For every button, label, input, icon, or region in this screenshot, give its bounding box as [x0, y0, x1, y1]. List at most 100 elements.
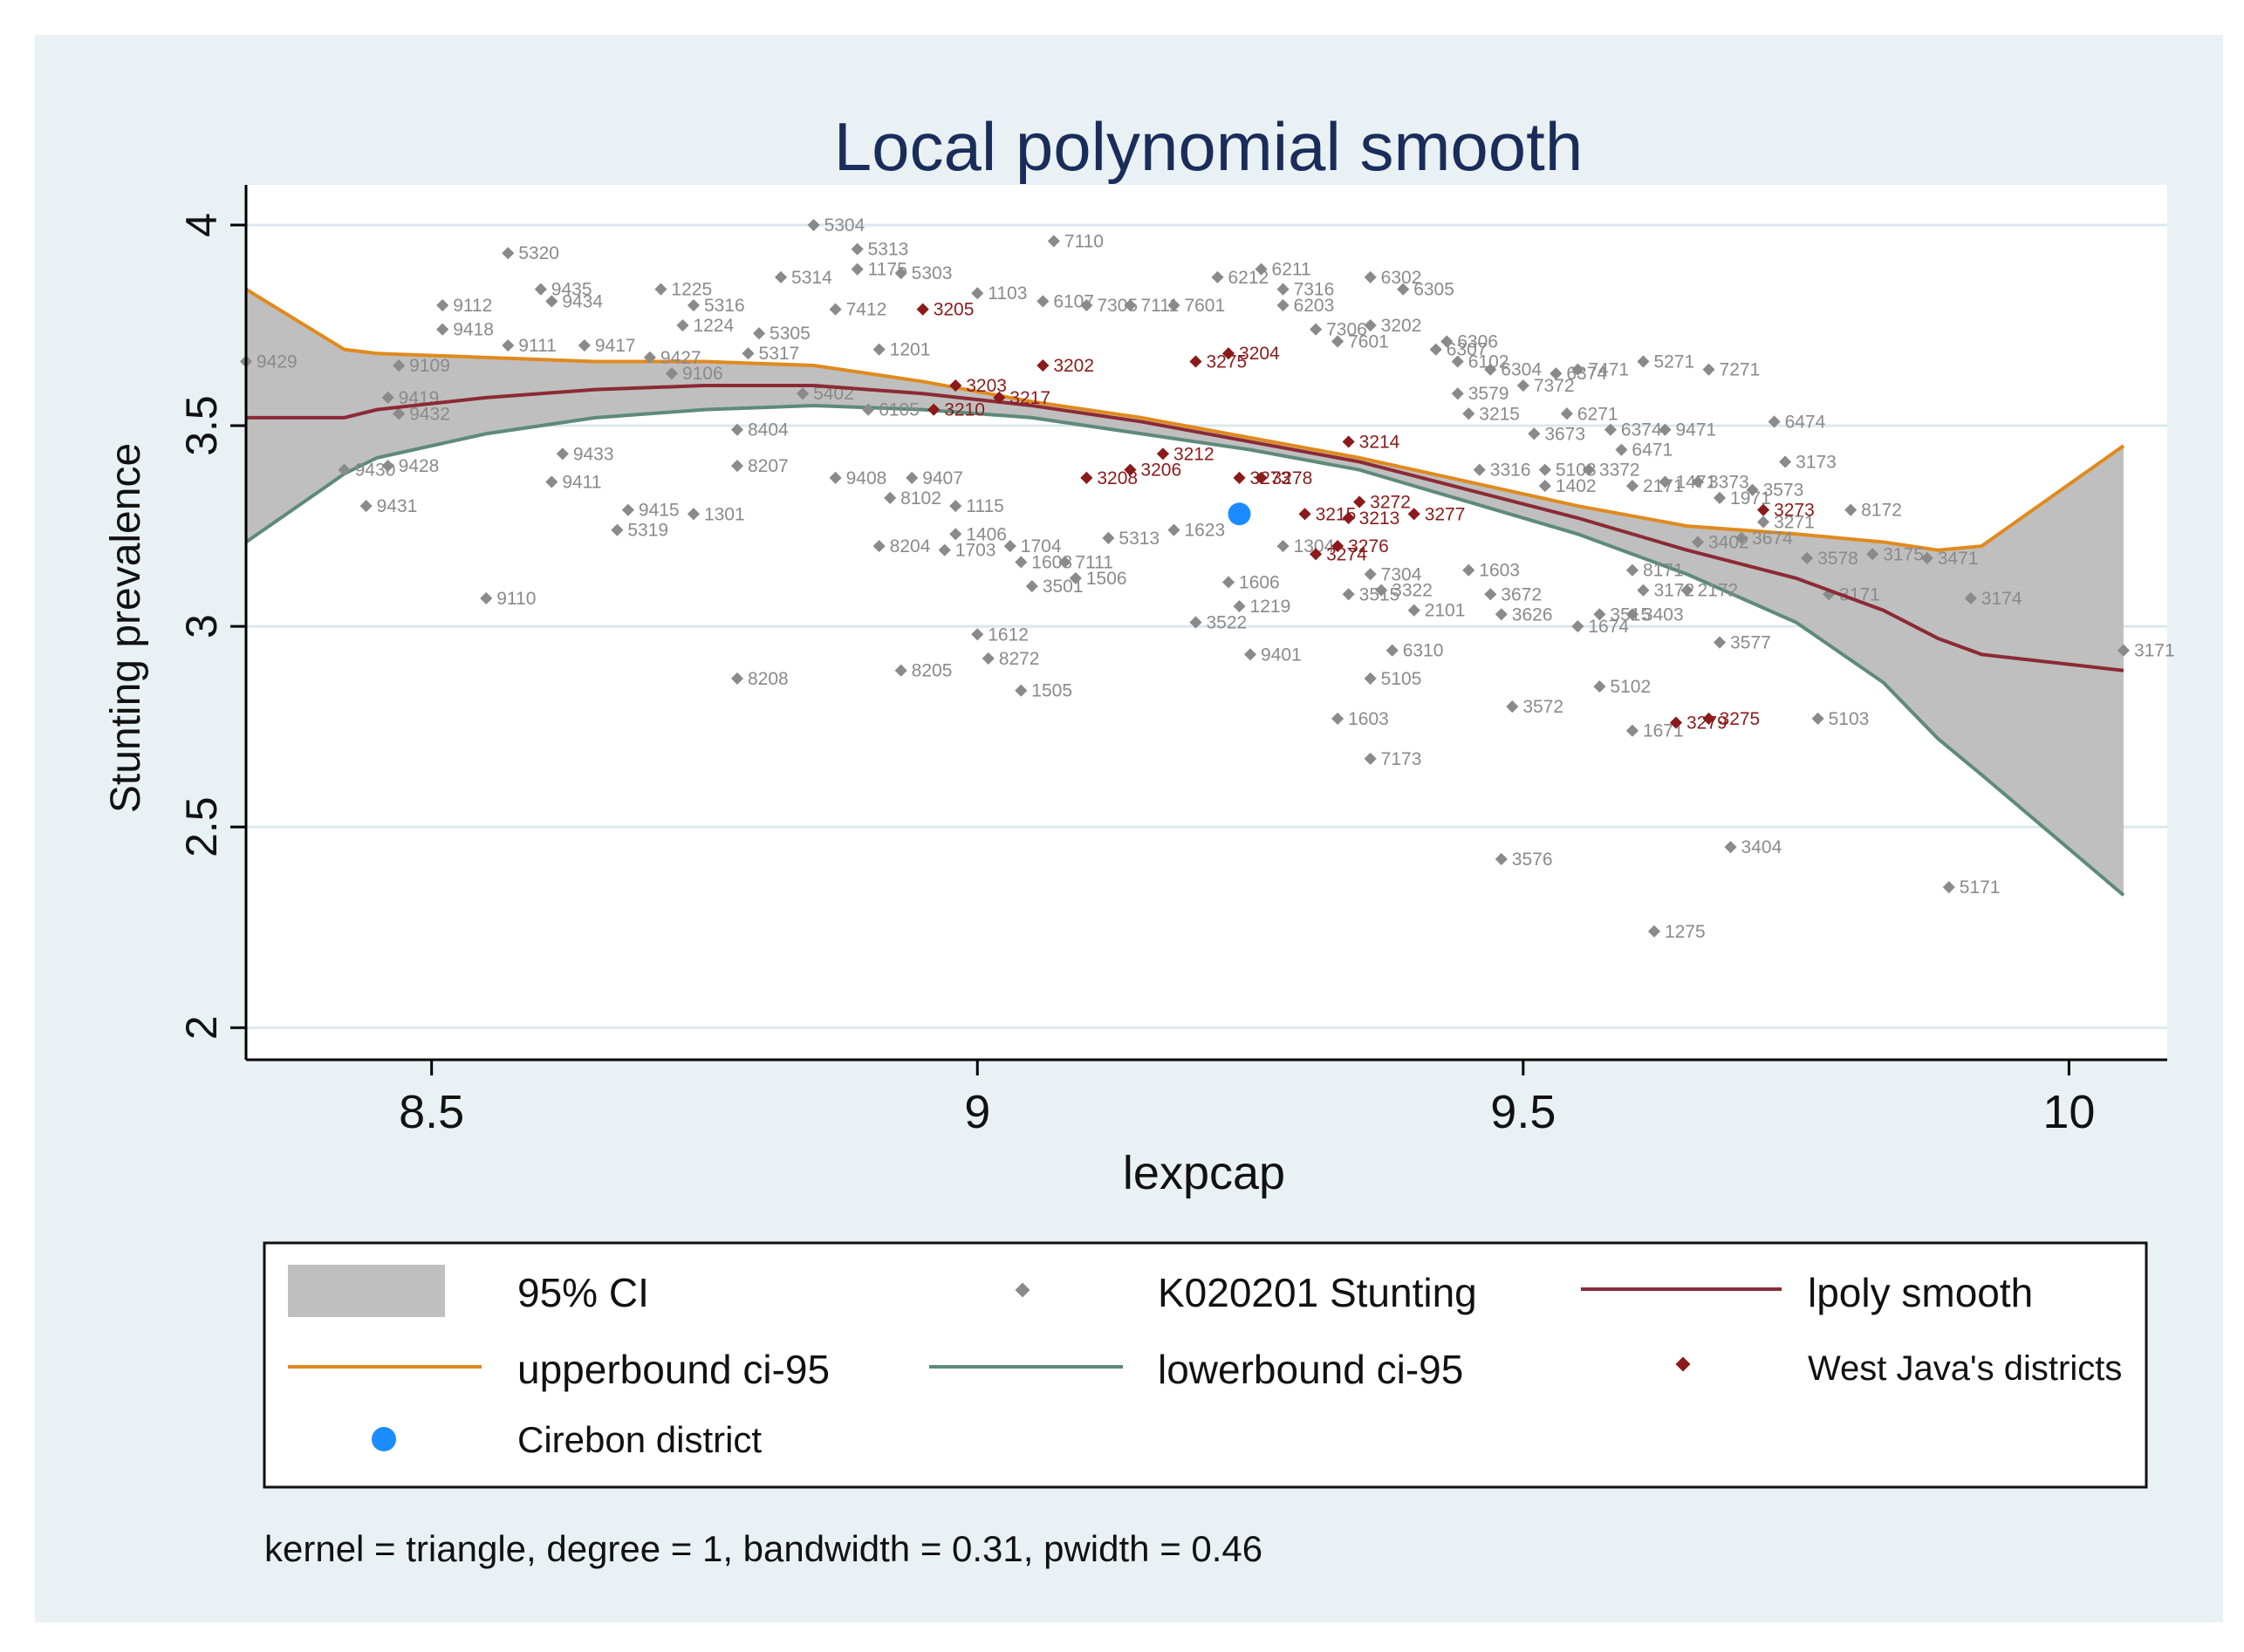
stunting-point: 1612	[971, 625, 1029, 645]
stunting-point: 9427	[643, 348, 701, 368]
stunting-point: 5313	[851, 240, 908, 260]
stunting-point: 5317	[742, 344, 799, 364]
stunting-point-label: 9401	[1261, 645, 1302, 665]
stunting-point-label: 9411	[562, 472, 601, 492]
stunting-point: 7111	[1058, 552, 1113, 572]
west-java-point: 3204	[1221, 344, 1280, 364]
stunting-point-label: 6271	[1577, 404, 1618, 424]
stunting-point-label: 1224	[693, 316, 734, 336]
stunting-point-marker	[807, 218, 820, 232]
stunting-point-label: 3403	[1643, 604, 1684, 625]
stunting-point: 3674	[1734, 529, 1793, 549]
stunting-point-marker	[1604, 423, 1617, 436]
stunting-point-label: 8208	[748, 669, 789, 689]
stunting-point-label: 9471	[1675, 420, 1716, 440]
stunting-point-marker	[1538, 479, 1551, 493]
stunting-point-marker	[480, 591, 493, 604]
stunting-point: 1623	[1167, 521, 1225, 541]
stunting-point-label: 8205	[912, 661, 953, 681]
west-java-point-label: 3279	[1686, 713, 1727, 734]
west-java-point: 3206	[1124, 461, 1181, 481]
stunting-point-label: 9428	[399, 456, 440, 476]
west-java-point: 3275	[1189, 352, 1247, 372]
stunting-point: 1201	[872, 340, 930, 360]
stunting-point-label: 5320	[518, 243, 559, 263]
stunting-point-label: 9407	[922, 468, 963, 488]
stunting-point-label: 3316	[1490, 461, 1531, 481]
stunting-point-marker	[1342, 588, 1355, 601]
west-java-point: 3214	[1342, 432, 1400, 452]
stunting-point: 5320	[502, 243, 559, 263]
stunting-point-marker	[730, 459, 744, 473]
legend-ci-swatch	[288, 1265, 445, 1317]
stunting-point-marker	[1724, 841, 1737, 854]
stunting-point-marker	[1255, 263, 1268, 276]
stunting-point-marker	[1528, 427, 1541, 440]
stunting-point: 8207	[730, 456, 789, 476]
stunting-point-marker	[687, 508, 701, 521]
stunting-point-marker	[1331, 335, 1344, 348]
stunting-point-label: 7304	[1381, 564, 1422, 584]
stunting-point-label: 7111	[1075, 552, 1113, 572]
stunting-point: 5319	[611, 521, 668, 541]
stunting-point-label: 2172	[1698, 581, 1739, 601]
stunting-point-label: 3572	[1522, 697, 1563, 717]
stunting-point-label: 1115	[966, 496, 1004, 516]
legend-west-java-marker	[1675, 1356, 1691, 1372]
stunting-point-marker	[971, 628, 984, 641]
stunting-point-marker	[1364, 672, 1377, 685]
stunting-point-label: 7306	[1326, 320, 1367, 340]
stunting-point-marker	[1015, 684, 1028, 697]
stunting-point-label: 1103	[988, 283, 1027, 304]
stunting-point-marker	[1124, 298, 1137, 312]
stunting-point-label: 5305	[770, 324, 811, 344]
x-axis-label: lexpcap	[1123, 1147, 1285, 1199]
stunting-point-label: 1304	[1294, 536, 1335, 556]
stunting-point-label: 9427	[660, 348, 701, 368]
stunting-point: 6305	[1397, 280, 1454, 300]
stunting-point-label: 6474	[1785, 412, 1826, 432]
stunting-point-marker	[1495, 852, 1508, 866]
stunting-point: 7412	[829, 300, 886, 320]
stunting-point-marker	[578, 338, 591, 352]
ci-band	[246, 289, 2124, 896]
stunting-point-marker	[1593, 680, 1606, 693]
stunting-point-label: 9111	[518, 336, 557, 356]
stunting-point-marker	[1364, 752, 1377, 766]
stunting-point: 3322	[1375, 581, 1433, 601]
stunting-point-label: 9109	[409, 356, 450, 376]
west-java-point-label: 3275	[1720, 709, 1761, 729]
stunting-point-marker	[1167, 523, 1180, 536]
stunting-point-marker	[338, 463, 351, 476]
stunting-point-label: 3577	[1730, 633, 1771, 653]
stunting-point: 5314	[774, 268, 832, 288]
stunting-point: 9434	[545, 291, 603, 311]
stunting-point-marker	[1484, 363, 1497, 376]
stunting-point: 9109	[393, 356, 450, 376]
stunting-point-marker	[676, 318, 689, 332]
stunting-point-marker	[1462, 563, 1475, 577]
west-java-point-marker	[1353, 495, 1366, 509]
west-java-point: 3272	[1353, 492, 1411, 512]
y-axis-label: Stunting prevalence	[103, 443, 149, 813]
stunting-point: 6307	[1429, 340, 1487, 360]
stunting-point-label: 6471	[1632, 440, 1673, 461]
stunting-point-marker	[851, 263, 864, 276]
stunting-point-marker	[1058, 556, 1071, 569]
stunting-point-label: 5304	[824, 215, 865, 236]
y-tick-label: 2.5	[177, 796, 226, 857]
legend-stunting-label: K020201 Stunting	[1158, 1270, 1477, 1315]
stunting-point-marker	[1571, 363, 1584, 376]
stunting-point: 7173	[1364, 749, 1421, 769]
stunting-point: 1304	[1276, 536, 1335, 556]
stunting-point-label: 8207	[748, 456, 789, 476]
west-java-point-label: 3202	[1053, 356, 1094, 376]
legend-cirebon-marker	[372, 1427, 396, 1451]
stunting-point-label: 9418	[453, 320, 494, 340]
stunting-point: 9418	[436, 320, 494, 340]
chart-title: Local polynomial smooth	[834, 108, 1583, 185]
stunting-point-label: 1406	[966, 524, 1007, 544]
stunting-point-marker	[1069, 571, 1082, 584]
stunting-point: 8404	[730, 420, 789, 440]
stunting-point-marker	[872, 540, 886, 553]
